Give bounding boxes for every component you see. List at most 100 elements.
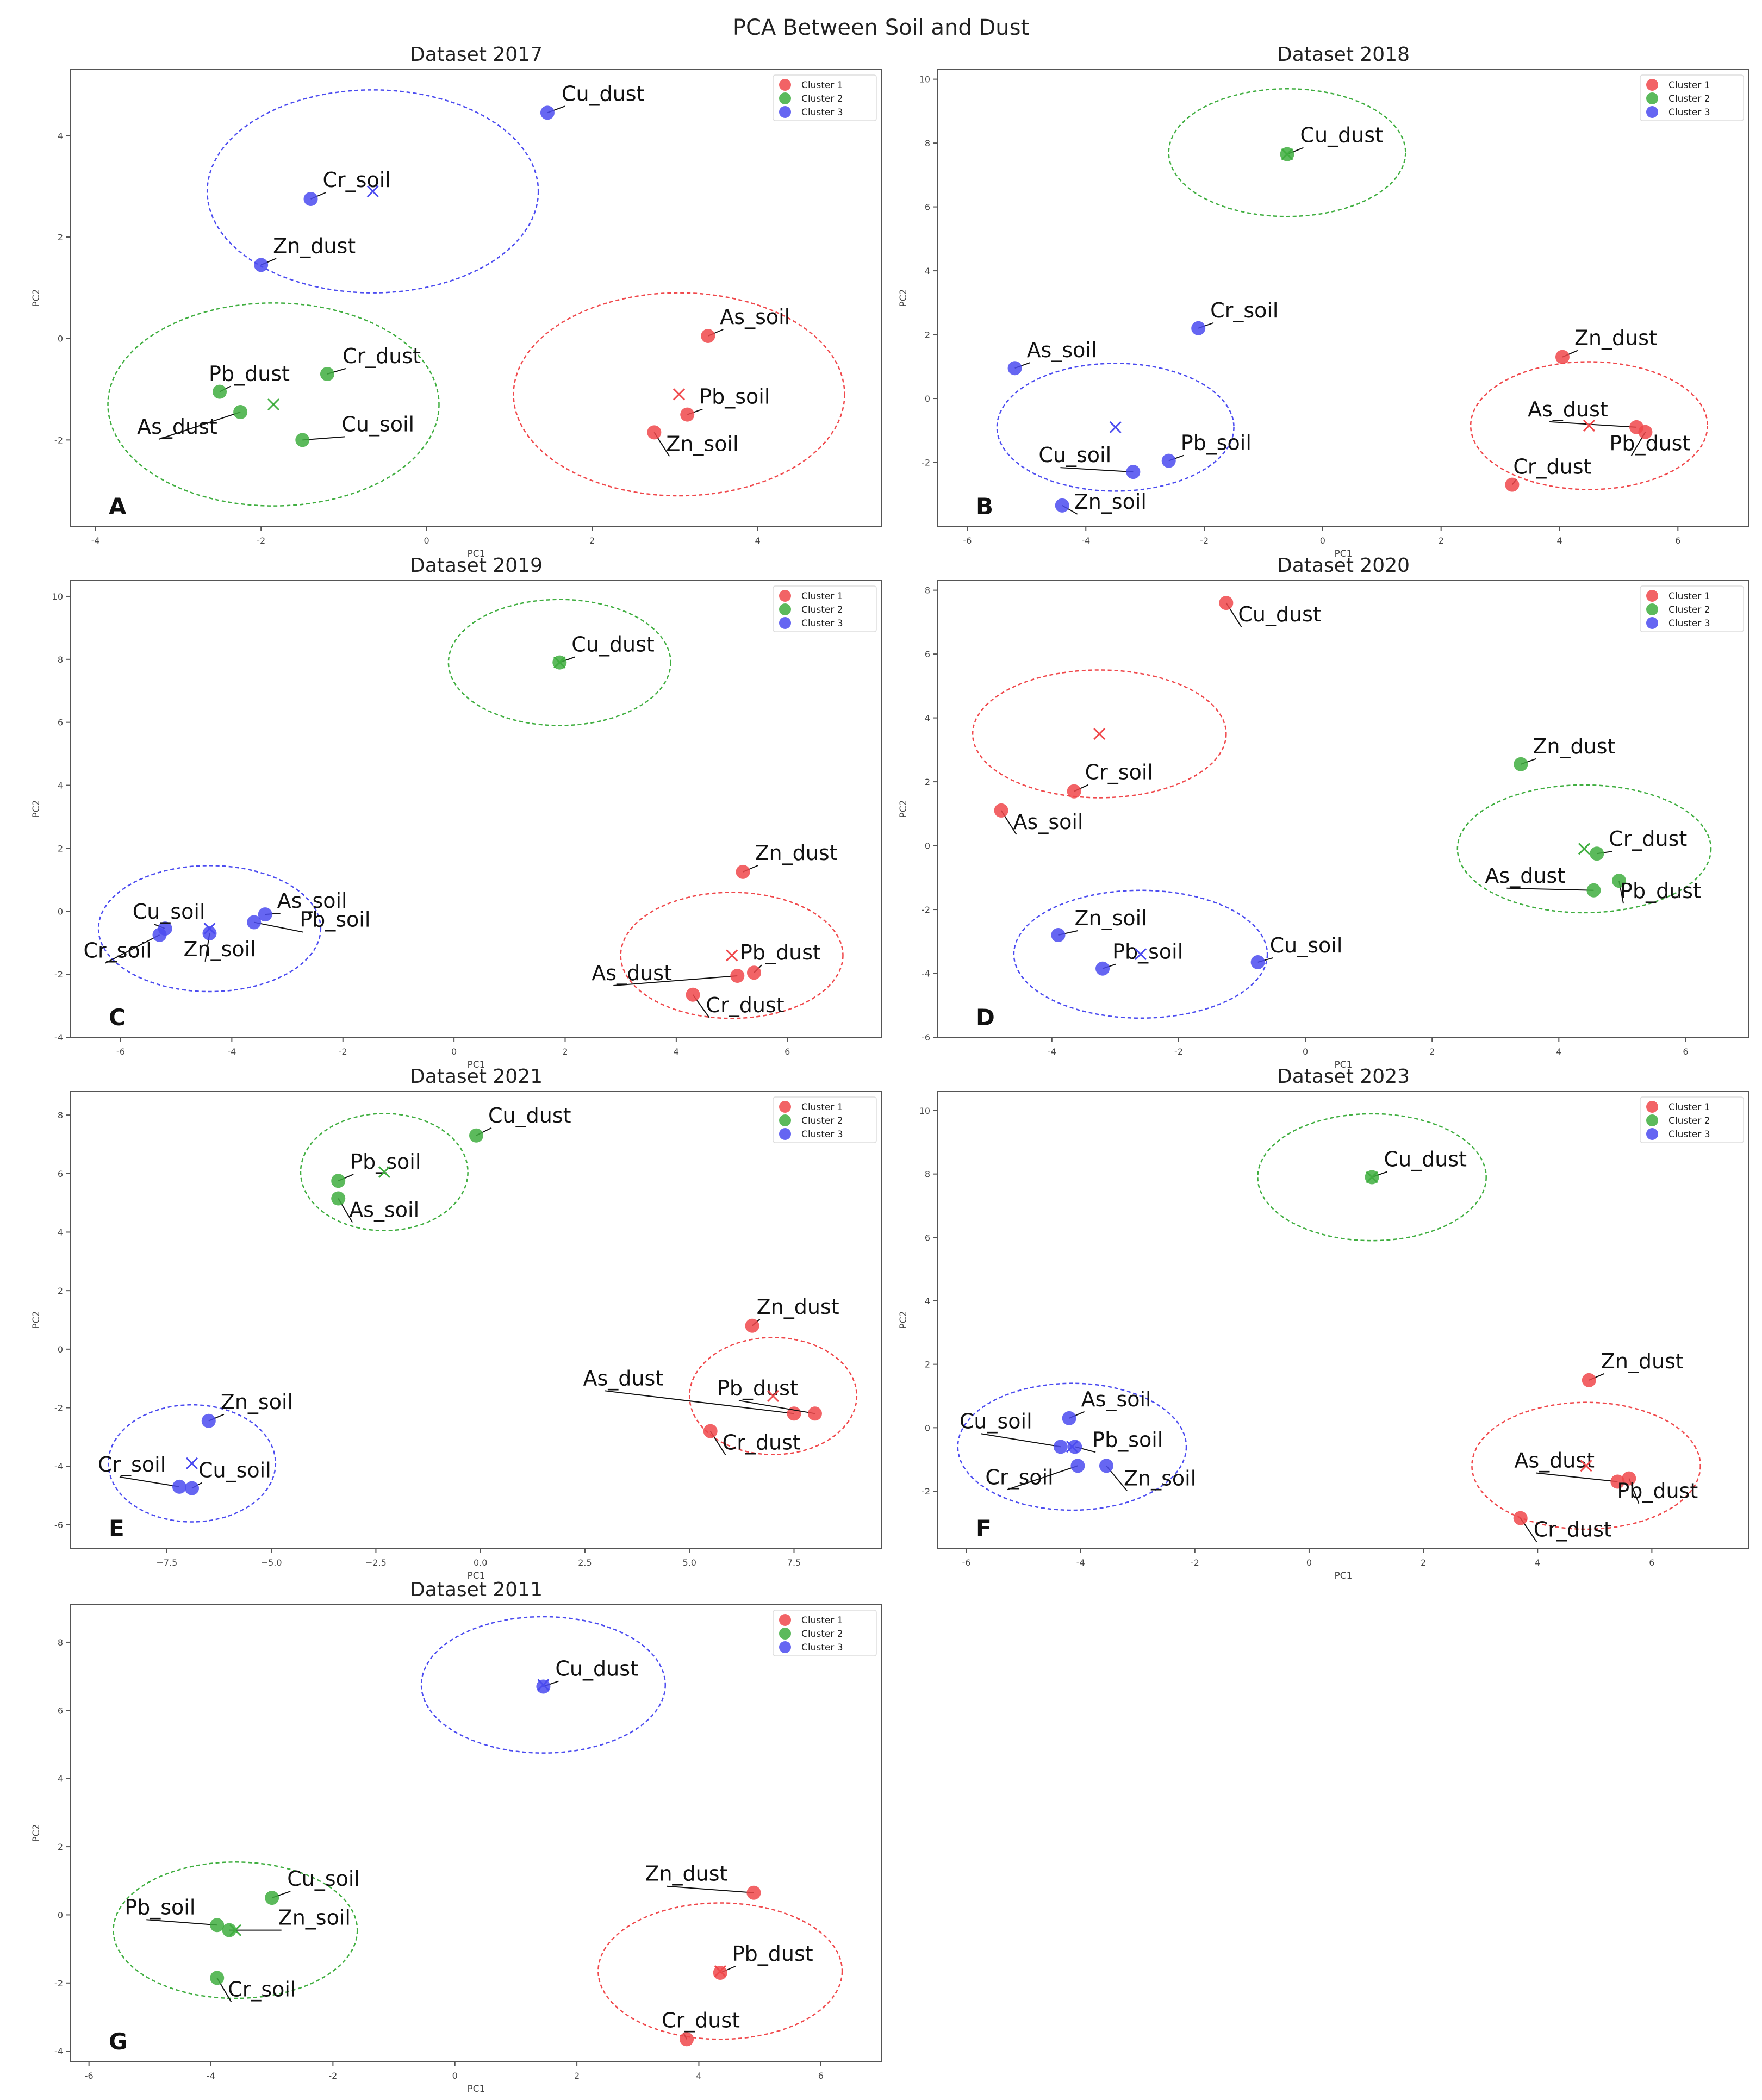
- legend-marker: [1646, 590, 1658, 602]
- x-tick-label: -2: [328, 2071, 337, 2081]
- label-leader: [738, 1400, 815, 1414]
- x-tick-label: 4: [1556, 535, 1562, 546]
- y-tick-label: 4: [58, 1227, 63, 1237]
- cluster-2-ellipse: [300, 1113, 469, 1232]
- legend-marker: [1646, 92, 1658, 104]
- panel-c: Dataset 2019 -6 -4 -2 0 2 4 6 -4 -2 0 2 4 6 8 10 PC1 PC2 C…: [31, 554, 882, 1070]
- legend-marker: [779, 1614, 791, 1626]
- point-label: Pb_soil: [1092, 1428, 1163, 1451]
- legend-label: Cluster 1: [1668, 1102, 1710, 1113]
- panel-f: Dataset 2023 -6 -4 -2 0 2 4 6 -2 0 2 4 6 8 10 PC1 PC2 Cu_…: [898, 1065, 1749, 1581]
- cluster-3-ellipse: [1013, 889, 1268, 1019]
- point-zn-dust: [746, 1885, 761, 1900]
- point-pb-dust: [746, 965, 761, 980]
- legend-label: Cluster 1: [801, 1102, 843, 1113]
- point-zn-dust: [1582, 1373, 1596, 1387]
- y-tick-label: -2: [54, 435, 63, 445]
- x-tick-label: 6: [1683, 1046, 1688, 1057]
- legend: Cluster 1 Cluster 2 Cluster 3: [773, 1610, 877, 1656]
- point-pb-dust: [213, 384, 227, 399]
- cluster-2-centroid: [1366, 1171, 1378, 1183]
- point-label: Zn_dust: [1574, 326, 1657, 350]
- y-tick-label: 0: [58, 334, 63, 344]
- y-tick-label: 2: [58, 843, 63, 853]
- legend-marker: [779, 1628, 791, 1640]
- point-label: Zn_dust: [645, 1862, 727, 1886]
- y-tick-label: 0: [58, 906, 63, 917]
- point-pb-dust: [807, 1406, 822, 1421]
- legend-label: Cluster 2: [1668, 1116, 1710, 1126]
- y-tick-label: 8: [58, 1110, 63, 1120]
- y-tick-label: 8: [925, 138, 930, 148]
- y-tick-label: 4: [925, 1296, 930, 1306]
- point-label: Pb_dust: [740, 940, 821, 964]
- y-tick-label: 4: [58, 1774, 63, 1784]
- x-tick-label: -6: [963, 535, 972, 546]
- legend-label: Cluster 3: [801, 618, 843, 629]
- y-tick-label: 8: [58, 1637, 63, 1648]
- cluster-3-centroid: [1134, 948, 1147, 961]
- chart-title: Dataset 2020: [1277, 554, 1410, 577]
- y-tick-label: 4: [58, 781, 63, 791]
- axes-frame: [937, 69, 1749, 527]
- legend-label: Cluster 3: [801, 1642, 843, 1653]
- cluster-2-centroid: [1578, 843, 1590, 855]
- cluster-1-ellipse: [513, 292, 845, 497]
- y-tick-label: -4: [922, 969, 930, 979]
- point-label: Cu_soil: [1038, 443, 1111, 467]
- cluster-2-ellipse: [447, 599, 671, 726]
- legend-label: Cluster 1: [1668, 591, 1710, 602]
- legend-marker: [779, 106, 791, 118]
- label-leader: [1060, 467, 1134, 473]
- axes-frame: [70, 1604, 882, 2062]
- x-tick-label: -2: [1200, 535, 1209, 546]
- x-tick-label: -6: [116, 1046, 125, 1057]
- axes-frame: [70, 580, 882, 1038]
- x-tick-label: -2: [257, 535, 265, 546]
- point-label: Zn_dust: [755, 841, 838, 865]
- point-label: Pb_dust: [732, 1942, 813, 1966]
- y-axis-label: PC2: [898, 1311, 909, 1329]
- y-tick-label: -4: [54, 2046, 63, 2057]
- point-cr-soil: [1191, 321, 1206, 335]
- chart-title: Dataset 2017: [410, 43, 543, 66]
- point-label: Cu_soil: [341, 412, 414, 436]
- label-leader: [1549, 421, 1637, 428]
- y-tick-label: -4: [54, 1032, 63, 1043]
- legend-label: Cluster 3: [1668, 618, 1710, 629]
- label-leader: [146, 1919, 217, 1926]
- chart-title: Dataset 2011: [410, 1579, 543, 1601]
- y-tick-label: -6: [54, 1520, 63, 1530]
- point-label: Pb_dust: [717, 1376, 798, 1400]
- cluster-3-centroid: [203, 923, 216, 935]
- point-zn-dust: [745, 1318, 759, 1333]
- point-cr-soil: [303, 192, 318, 206]
- cluster-1-centroid: [1580, 1460, 1592, 1472]
- y-tick-label: -2: [922, 905, 930, 915]
- point-as-soil: [258, 907, 272, 922]
- axes-frame: [70, 69, 882, 527]
- x-tick-label: -4: [91, 535, 100, 546]
- y-tick-label: -2: [54, 969, 63, 980]
- point-label: Cu_dust: [555, 1656, 638, 1680]
- label-leader: [105, 934, 160, 964]
- y-axis-label: PC2: [31, 1311, 42, 1329]
- point-as-soil: [1062, 1411, 1076, 1425]
- point-label: Pb_soil: [1181, 431, 1252, 455]
- legend-marker: [779, 590, 791, 602]
- cluster-1-ellipse: [1471, 1401, 1701, 1530]
- point-label: Cr_dust: [723, 1431, 801, 1455]
- point-as-dust: [233, 405, 248, 419]
- label-leader: [1506, 887, 1594, 891]
- point-cr-dust: [1505, 477, 1520, 492]
- cluster-2-centroid: [378, 1166, 390, 1179]
- point-pb-soil: [1095, 961, 1110, 976]
- point-cr-soil: [1067, 784, 1081, 799]
- legend-marker: [779, 92, 791, 104]
- x-tick-label: 2: [589, 535, 595, 546]
- point-pb-soil: [210, 1918, 225, 1933]
- point-zn-dust: [736, 864, 750, 879]
- point-label: Cr_soil: [985, 1465, 1053, 1489]
- cluster-1-centroid: [673, 388, 686, 401]
- point-label: Cr_soil: [98, 1453, 166, 1476]
